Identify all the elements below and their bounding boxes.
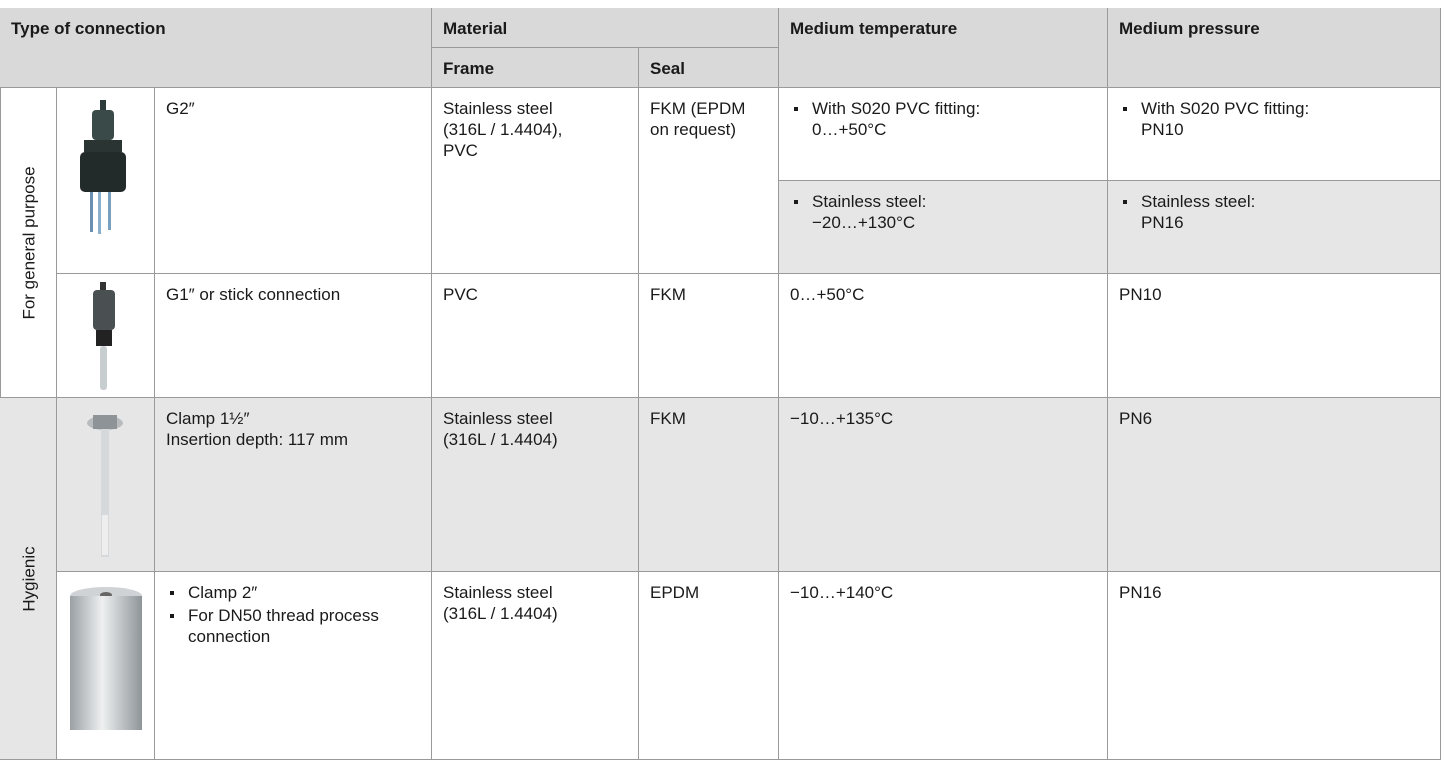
frame-text: Stainless steel (316L / 1.4404), PVC bbox=[443, 99, 563, 160]
header-cell: Frame bbox=[432, 48, 639, 88]
pressure-text: PN16 bbox=[1119, 583, 1162, 602]
pressure-text: PN10 bbox=[1141, 120, 1184, 139]
frame-text: PVC bbox=[443, 285, 478, 304]
frame-cell: Stainless steel (316L / 1.4404), PVC bbox=[432, 88, 639, 274]
seal-text: FKM (EPDM on request) bbox=[650, 99, 746, 139]
connection-cell: Clamp 1½″ Insertion depth: 117 mm bbox=[155, 398, 432, 572]
pressure-cell: With S020 PVC fitting: PN10 bbox=[1108, 88, 1441, 181]
header-cell: Medium temperature bbox=[779, 8, 1108, 88]
product-image-clamp-1-5 bbox=[87, 415, 123, 557]
group-cell: For general purpose bbox=[0, 88, 57, 398]
pressure-cell: Stainless steel: PN16 bbox=[1108, 181, 1441, 274]
connection-text: Insertion depth: 117 mm bbox=[166, 430, 349, 449]
product-image-g2 bbox=[80, 100, 126, 234]
connection-bullet: Clamp 2″ bbox=[166, 582, 420, 603]
seal-cell: EPDM bbox=[639, 572, 779, 760]
header-text: Type of connection bbox=[11, 19, 166, 38]
temperature-text: 0…+50°C bbox=[790, 285, 865, 304]
connection-cell: Clamp 2″ For DN50 thread process connecti… bbox=[155, 572, 432, 760]
pressure-text: PN6 bbox=[1119, 409, 1153, 428]
temperature-cell: With S020 PVC fitting: 0…+50°C bbox=[779, 88, 1108, 181]
pressure-text: PN16 bbox=[1141, 213, 1184, 232]
temperature-cell: −10…+140°C bbox=[779, 572, 1108, 760]
temperature-text: −10…+140°C bbox=[790, 583, 894, 602]
temperature-cell: −10…+135°C bbox=[779, 398, 1108, 572]
frame-cell: Stainless steel (316L / 1.4404) bbox=[432, 398, 639, 572]
image-cell bbox=[57, 88, 155, 274]
temperature-text: 0…+50°C bbox=[812, 120, 887, 139]
header-cell: Type of connection bbox=[0, 8, 432, 88]
temperature-text: −10…+135°C bbox=[790, 409, 894, 428]
frame-cell: PVC bbox=[432, 274, 639, 398]
connection-cell: G1″ or stick connection bbox=[155, 274, 432, 398]
temperature-text: With S020 PVC fitting: bbox=[790, 98, 1096, 119]
image-cell bbox=[57, 274, 155, 398]
seal-cell: FKM bbox=[639, 274, 779, 398]
group-label: Hygienic bbox=[19, 546, 39, 612]
pressure-cell: PN6 bbox=[1108, 398, 1441, 572]
temperature-cell: 0…+50°C bbox=[779, 274, 1108, 398]
frame-cell: Stainless steel (316L / 1.4404) bbox=[432, 572, 639, 760]
left-rule bbox=[0, 8, 1, 730]
header-text: Medium temperature bbox=[790, 19, 958, 38]
connection-text: G1″ or stick connection bbox=[166, 285, 341, 304]
pressure-cell: PN16 bbox=[1108, 572, 1441, 760]
header-cell: Material bbox=[432, 8, 779, 48]
header-text: Seal bbox=[650, 59, 685, 78]
product-image-g1 bbox=[93, 282, 115, 390]
pressure-text: Stainless steel: bbox=[1119, 191, 1429, 212]
group-label: For general purpose bbox=[19, 166, 39, 320]
connection-text: Clamp 1½″ bbox=[166, 409, 250, 428]
header-cell: Medium pressure bbox=[1108, 8, 1441, 88]
seal-cell: FKM (EPDM on request) bbox=[639, 88, 779, 274]
group-cell: Hygienic bbox=[0, 398, 57, 760]
spec-table: Type of connection Material Frame Seal Mediu… bbox=[0, 8, 1441, 760]
connection-cell: G2″ bbox=[155, 88, 432, 274]
frame-text: Stainless steel (316L / 1.4404) bbox=[443, 583, 558, 623]
header-text: Material bbox=[443, 19, 508, 38]
temperature-text: −20…+130°C bbox=[812, 213, 916, 232]
connection-text: G2″ bbox=[166, 99, 195, 118]
header-cell: Seal bbox=[639, 48, 779, 88]
header-text: Frame bbox=[443, 59, 495, 78]
seal-text: FKM bbox=[650, 285, 686, 304]
product-image-clamp-2 bbox=[70, 587, 142, 730]
connection-bullet: For DN50 thread process connection bbox=[166, 605, 420, 647]
pressure-cell: PN10 bbox=[1108, 274, 1441, 398]
frame-text: Stainless steel (316L / 1.4404) bbox=[443, 409, 558, 449]
pressure-text: PN10 bbox=[1119, 285, 1162, 304]
pressure-text: With S020 PVC fitting: bbox=[1119, 98, 1429, 119]
temperature-text: Stainless steel: bbox=[790, 191, 1096, 212]
seal-text: EPDM bbox=[650, 583, 700, 602]
temperature-cell: Stainless steel: −20…+130°C bbox=[779, 181, 1108, 274]
seal-text: FKM bbox=[650, 409, 686, 428]
seal-cell: FKM bbox=[639, 398, 779, 572]
header-text: Medium pressure bbox=[1119, 19, 1260, 38]
